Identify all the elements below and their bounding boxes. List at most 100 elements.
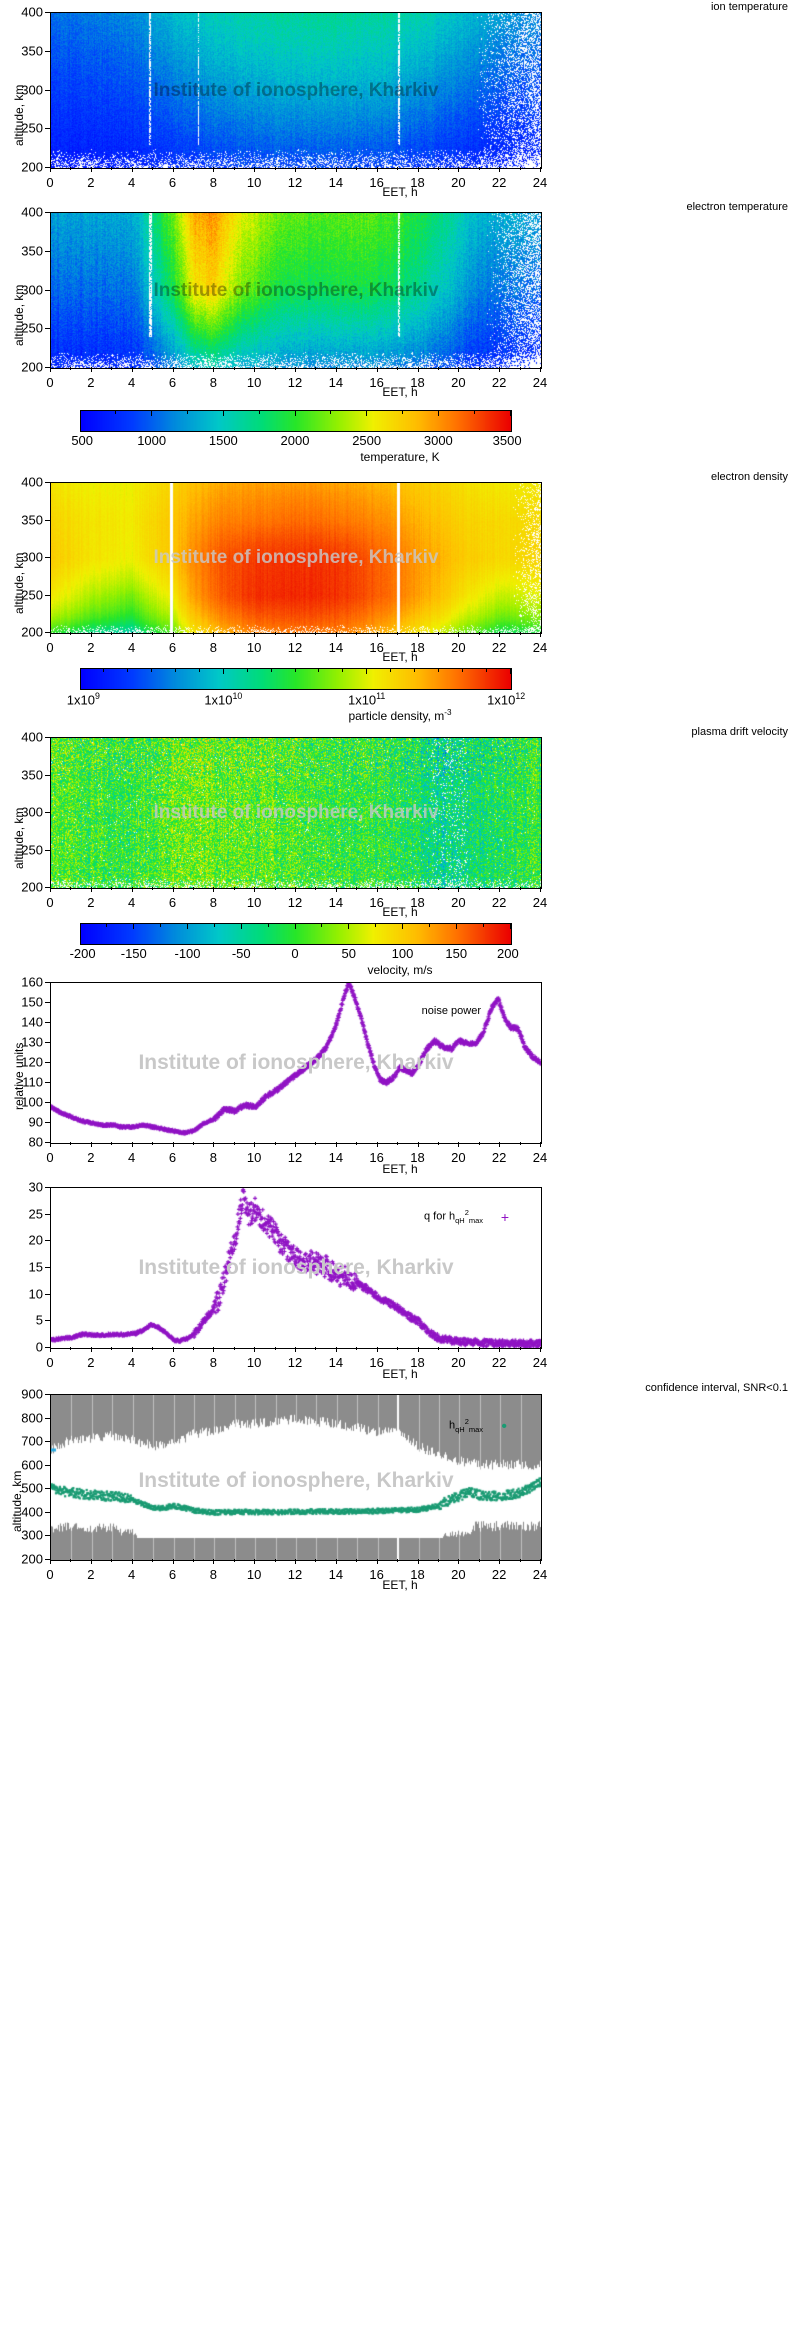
x-tick	[254, 167, 256, 172]
y-tick	[45, 289, 50, 291]
x-tick	[172, 887, 174, 892]
y-tick-label: 250	[21, 120, 43, 136]
x-tick-label: 16	[369, 895, 384, 910]
x-minor-tick	[192, 632, 194, 635]
colorbar-tick-label: 1x1010	[204, 691, 243, 708]
legend-superscript: 2	[464, 1208, 469, 1217]
x-tick-label: 4	[128, 1355, 136, 1370]
x-tick-label: 14	[328, 375, 344, 390]
y-tick	[45, 1441, 50, 1443]
colorbar-tick-label: -50	[231, 946, 251, 961]
x-tick	[499, 1559, 501, 1564]
x-minor-tick	[356, 167, 358, 170]
x-tick-label: 0	[46, 1355, 54, 1370]
x-tick	[540, 1142, 541, 1147]
x-tick	[540, 167, 541, 172]
scatter-canvas	[51, 1188, 541, 1348]
x-tick	[335, 1142, 337, 1147]
y-tick-label: 300	[21, 804, 43, 820]
colorbar-minor-tick	[318, 668, 320, 672]
y-axis-label: altitude, km	[12, 807, 26, 869]
x-minor-tick	[192, 1347, 194, 1350]
y-tick	[45, 1187, 50, 1188]
x-minor-tick	[437, 1142, 439, 1145]
x-tick	[254, 367, 256, 372]
x-minor-tick	[192, 167, 194, 170]
colorbar-minor-tick	[267, 923, 269, 927]
colorbar-tick-label: 500	[71, 433, 94, 448]
scatter-canvas	[51, 983, 541, 1143]
colorbar-minor-tick	[127, 668, 129, 672]
y-tick	[45, 982, 50, 983]
x-minor-tick	[315, 1347, 317, 1350]
x-minor-tick	[519, 367, 521, 370]
y-axis-label: altitude, km	[12, 284, 26, 346]
x-tick	[172, 167, 174, 172]
heatmap-electron-density: Institute of ionosphere, Kharkiv	[50, 482, 542, 634]
y-tick-label: 350	[21, 243, 43, 259]
colorbar-tick	[509, 923, 511, 929]
x-tick-label: 22	[491, 1567, 507, 1582]
x-tick	[417, 1559, 419, 1564]
x-tick-label: 6	[168, 640, 177, 655]
x-minor-tick	[315, 167, 317, 170]
x-minor-tick	[397, 632, 399, 635]
x-tick	[90, 1347, 92, 1352]
colorbar-tick-label: 1x1011	[347, 691, 386, 708]
x-tick-label: 18	[410, 1567, 425, 1582]
colorbar-velocity	[80, 923, 512, 945]
colorbar-velocity-group: -200 -150 -100 -50 0 50 100 150 200 velocity, m/…	[0, 915, 800, 977]
x-minor-tick	[478, 632, 480, 635]
x-tick-label: 18	[410, 895, 425, 910]
legend-label-hqh2max: hqH2max	[449, 1417, 483, 1434]
colorbar-minor-tick	[103, 668, 105, 672]
colorbar-tick	[187, 923, 188, 929]
x-tick	[417, 367, 419, 372]
y-tick	[45, 1267, 50, 1268]
x-tick-label: 18	[410, 1150, 425, 1165]
colorbar-minor-tick	[246, 668, 248, 672]
x-tick	[131, 1142, 133, 1147]
x-tick-label: 20	[451, 1355, 466, 1370]
x-tick-label: 14	[328, 1150, 344, 1165]
colorbar-minor-tick	[473, 410, 475, 414]
x-tick-label: 6	[168, 375, 177, 390]
x-minor-tick	[315, 1142, 317, 1145]
x-minor-tick	[111, 1347, 113, 1350]
x-tick	[90, 887, 92, 892]
x-tick	[172, 367, 174, 372]
x-minor-tick	[70, 632, 72, 635]
x-tick	[213, 887, 215, 892]
x-tick-label: 8	[209, 640, 217, 655]
y-tick	[45, 482, 50, 483]
colorbar-tick	[455, 923, 457, 929]
x-tick-label: 20	[451, 175, 466, 190]
x-tick	[540, 887, 541, 892]
x-tick	[213, 367, 215, 372]
y-tick	[45, 632, 50, 633]
x-minor-tick	[152, 632, 154, 635]
x-tick	[254, 1142, 256, 1147]
y-tick	[45, 1213, 50, 1215]
legend-text: q for h	[423, 1210, 456, 1223]
x-tick-label: 24	[532, 375, 548, 390]
y-tick-label: 160	[21, 974, 43, 990]
y-axis-label: altitude, km	[12, 84, 26, 146]
heatmap-plasma-drift-velocity: Institute of ionosphere, Kharkiv	[50, 737, 542, 889]
x-tick-label: 16	[369, 1567, 384, 1582]
x-tick	[417, 167, 419, 172]
colorbar-tick-label: 2000	[280, 433, 310, 448]
x-axis-label: EET, h	[382, 1162, 418, 1176]
legend-subscript: qH	[455, 1215, 465, 1225]
x-tick-label: 10	[246, 640, 262, 655]
y-tick-label: 400	[21, 1504, 43, 1520]
x-minor-tick	[478, 367, 480, 370]
x-minor-tick	[437, 167, 439, 170]
colorbar-tick-label: 50	[341, 946, 356, 961]
y-tick-label: 150	[21, 994, 43, 1010]
colorbar-tick	[509, 410, 511, 416]
colorbar-minor-tick	[198, 668, 200, 672]
y-tick	[45, 1240, 50, 1242]
plot-confidence-interval: Institute of ionosphere, Kharkiv hqH2max…	[50, 1394, 542, 1561]
x-tick	[50, 367, 51, 372]
